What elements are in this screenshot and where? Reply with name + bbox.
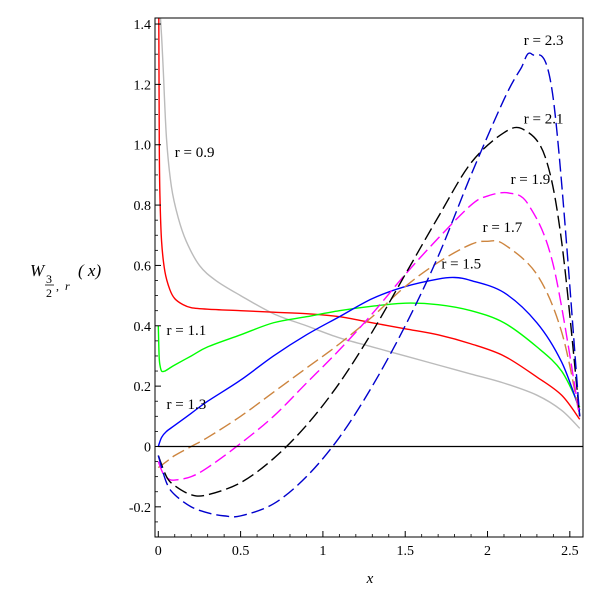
- curve-label-1.5: r = 1.5: [441, 256, 481, 272]
- curve-label-1.1: r = 1.1: [167, 323, 207, 339]
- series-line-0.9: [159, 18, 581, 429]
- y-tick-label: 0: [144, 440, 151, 455]
- y-axis-title-sub-r: r: [65, 279, 70, 293]
- curve-label-1.3: r = 1.3: [167, 397, 207, 413]
- y-axis-title: W 3 2 , r ( x): [30, 261, 101, 300]
- frame-layer: [154, 17, 584, 538]
- curve-label-1.7: r = 1.7: [483, 220, 523, 236]
- y-tick-label: -0.2: [129, 501, 151, 516]
- y-tick-label: 1.0: [134, 139, 152, 154]
- x-tick-label: 0.5: [232, 544, 250, 559]
- x-tick-label: 0: [155, 544, 162, 559]
- series-line-1.9: [157, 191, 581, 481]
- y-tick-label: 0.4: [134, 320, 152, 335]
- series-line-1.3: [157, 302, 581, 408]
- curve-label-2.3: r = 2.3: [524, 33, 564, 49]
- curve-label-1.9: r = 1.9: [511, 172, 551, 188]
- y-tick-label: 1.2: [134, 78, 152, 93]
- x-tick-label: 1: [319, 544, 326, 559]
- y-tick-label: 0.8: [134, 199, 152, 214]
- series-line-2.3: [157, 52, 581, 518]
- series-line-1.5: [157, 276, 581, 447]
- y-axis-title-sub-numerator: 3: [46, 272, 52, 286]
- series-line-1.1: [157, 18, 581, 420]
- curve-labels-layer: r = 0.9 r = 1.1 r = 1.3 r = 1.5 r = 1.7 r = 1…: [167, 33, 564, 413]
- y-tick-label: 1.4: [134, 18, 152, 33]
- ticks-layer: 0 0.5 1 1.5 2 2.5 -0.2 0 0.2 0.4 0.6 0.8 1.0 1.2 1.4: [129, 18, 579, 559]
- y-tick-label: 0.6: [134, 259, 152, 274]
- x-tick-label: 1.5: [396, 544, 414, 559]
- y-axis-title-main: W: [30, 261, 46, 280]
- curve-label-0.9: r = 0.9: [175, 145, 215, 161]
- y-axis-title-sub-denominator: 2: [46, 286, 52, 300]
- y-tick-label: 0.2: [134, 380, 152, 395]
- series-line-2.1: [157, 126, 581, 497]
- x-tick-label: 2: [484, 544, 491, 559]
- curves-layer: [157, 18, 581, 518]
- plot-frame: [154, 17, 584, 538]
- series-line-1.7: [157, 240, 581, 469]
- y-axis-title-arg: ( x): [78, 261, 101, 280]
- x-tick-label: 2.5: [561, 544, 579, 559]
- x-axis-title: x: [366, 571, 374, 587]
- y-axis-title-sub-separator: ,: [56, 279, 59, 293]
- curve-label-2.1: r = 2.1: [524, 112, 564, 128]
